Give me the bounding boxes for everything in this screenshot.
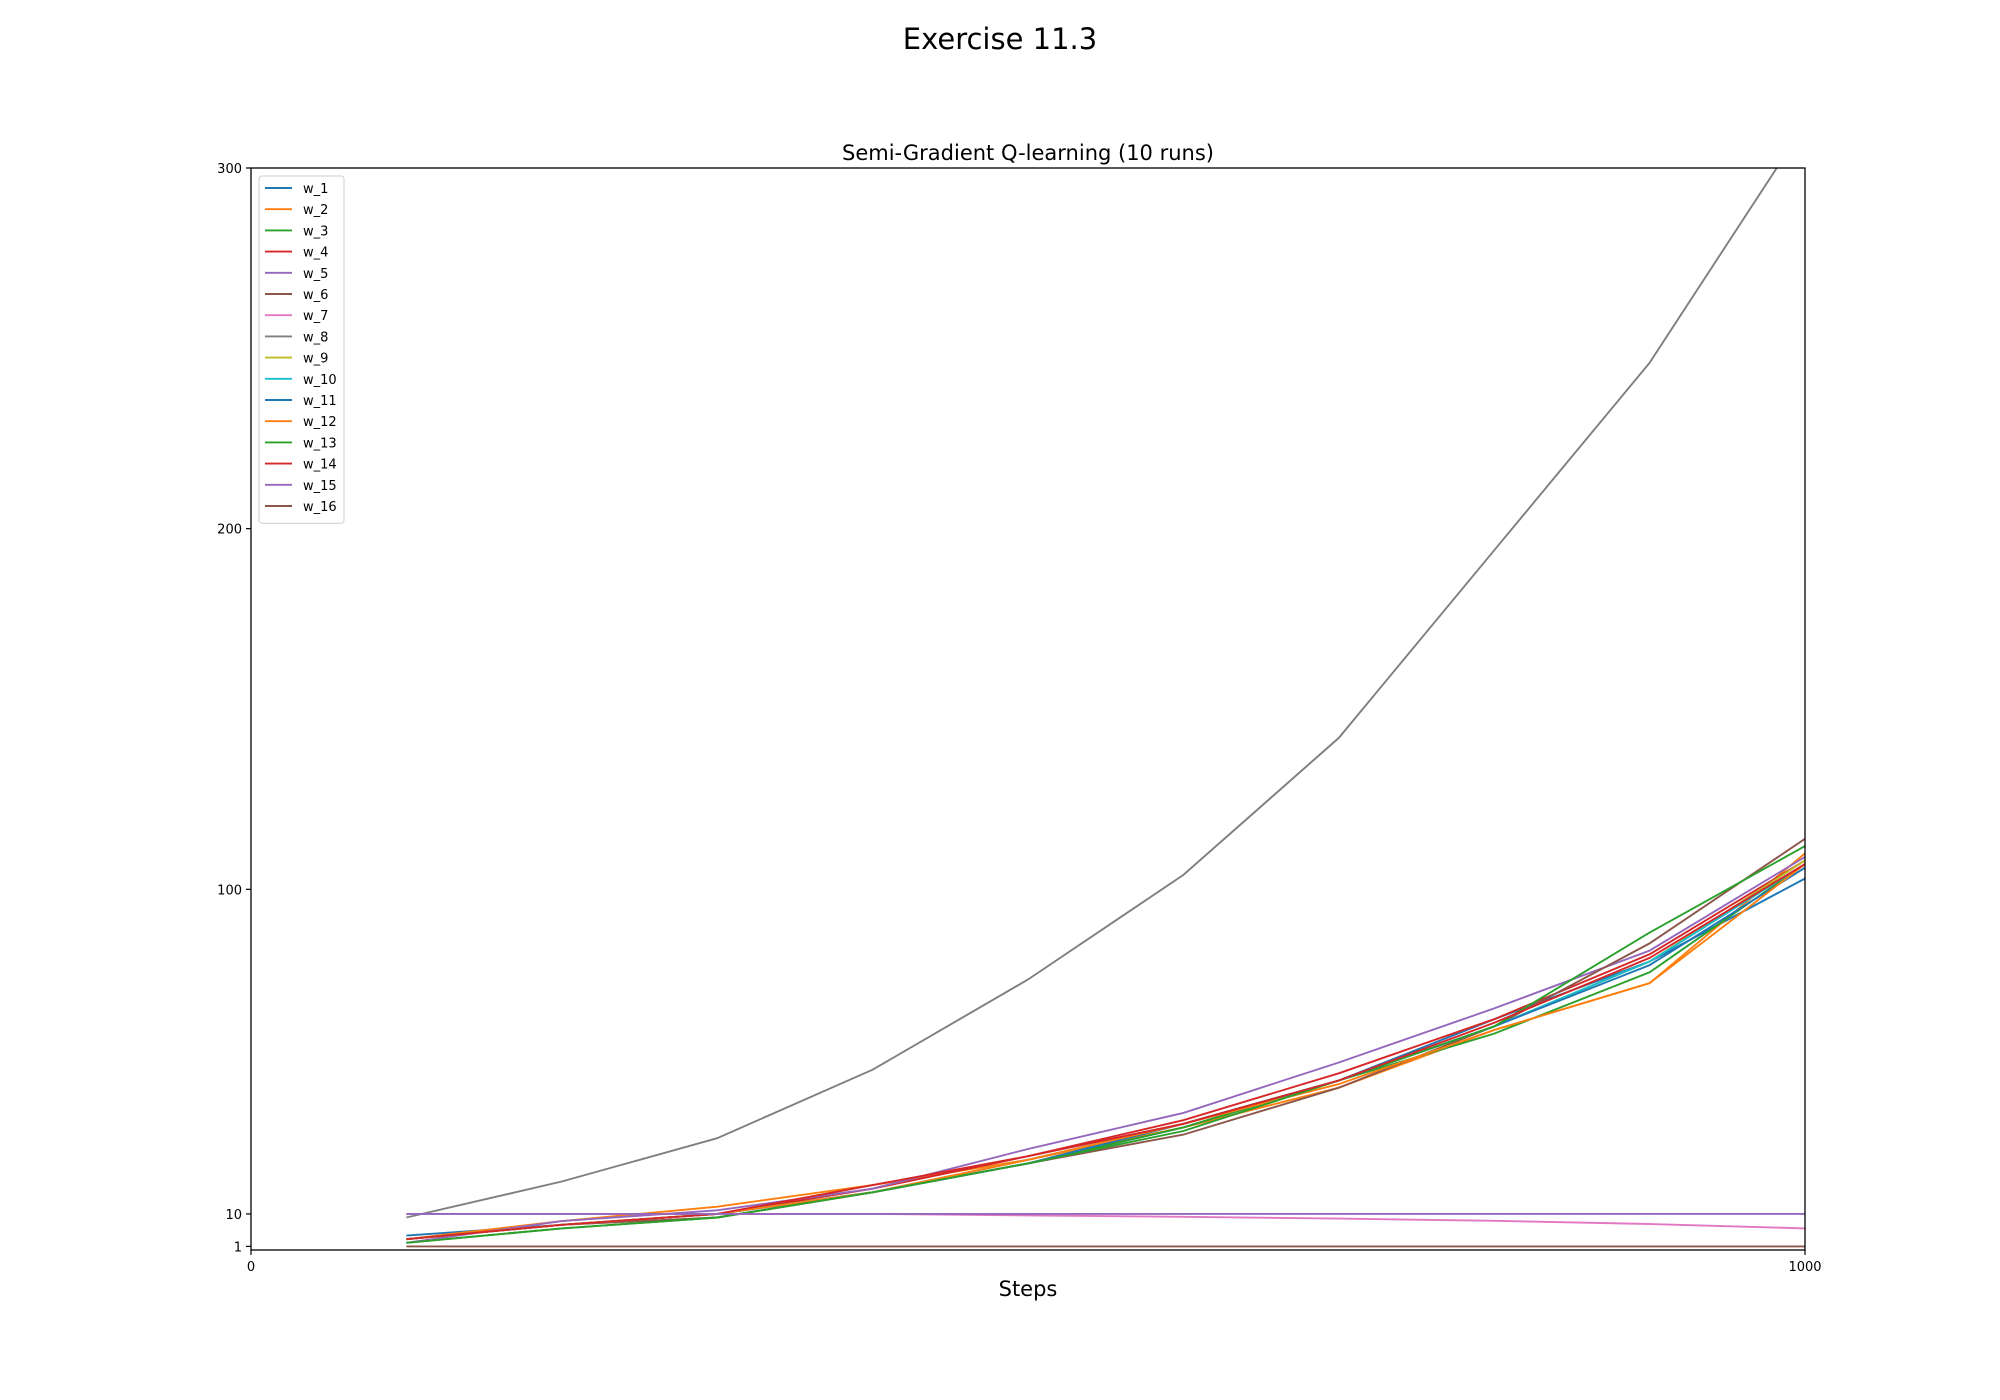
series-line-w-8 bbox=[406, 168, 1778, 1219]
series-line-w-10 bbox=[406, 863, 1805, 1241]
series-lines bbox=[406, 168, 1805, 1248]
series-line-w-6 bbox=[406, 838, 1805, 1241]
y-tick-label: 1 bbox=[234, 1240, 242, 1255]
y-tick-label: 100 bbox=[217, 883, 242, 898]
axes-frame bbox=[250, 167, 1806, 1251]
legend-label: w_12 bbox=[303, 415, 337, 430]
legend-label: w_15 bbox=[303, 479, 337, 494]
legend-label: w_11 bbox=[303, 394, 337, 409]
series-line-w-5 bbox=[406, 856, 1805, 1244]
legend-label: w_4 bbox=[303, 246, 328, 261]
chart-title: Semi-Gradient Q-learning (10 runs) bbox=[842, 141, 1214, 165]
legend-label: w_1 bbox=[303, 182, 328, 197]
legend-label: w_6 bbox=[303, 288, 328, 303]
legend-label: w_8 bbox=[303, 330, 328, 345]
x-tick-label: 0 bbox=[247, 1260, 255, 1275]
series-line-w-2 bbox=[406, 852, 1805, 1241]
series-line-w-3 bbox=[406, 863, 1805, 1244]
series-line-w-1 bbox=[406, 877, 1805, 1237]
axis-ticks: 1 10 100 200 300 0 1000 bbox=[217, 162, 1821, 1275]
legend-label: w_3 bbox=[303, 224, 328, 239]
legend-label: w_7 bbox=[303, 309, 328, 324]
series-line-w-4 bbox=[406, 859, 1805, 1241]
legend-label: w_13 bbox=[303, 436, 337, 451]
series-line-w-12 bbox=[406, 863, 1805, 1241]
series-line-w-13 bbox=[406, 845, 1805, 1244]
legend-label: w_16 bbox=[303, 500, 337, 515]
y-tick-label: 10 bbox=[225, 1208, 242, 1223]
legend-label: w_14 bbox=[303, 458, 337, 473]
series-line-w-11 bbox=[406, 866, 1805, 1241]
legend-label: w_10 bbox=[303, 373, 337, 388]
series-line-w-9 bbox=[406, 859, 1805, 1241]
x-axis-label: Steps bbox=[999, 1277, 1058, 1301]
legend-label: w_2 bbox=[303, 203, 328, 218]
figure-title: Exercise 11.3 bbox=[902, 22, 1098, 56]
legend: w_1 w_2 w_3 w_4 w_5 w_6 w_7 w_8 w_9 w_10 w_11 w_12w… bbox=[258, 175, 345, 524]
legend-box bbox=[258, 175, 345, 524]
y-tick-label: 300 bbox=[217, 162, 242, 177]
legend-label: w_5 bbox=[303, 267, 328, 282]
y-tick-label: 200 bbox=[217, 523, 242, 538]
x-tick-label: 1000 bbox=[1788, 1260, 1821, 1275]
series-line-w-14 bbox=[406, 863, 1805, 1241]
legend-label: w_9 bbox=[303, 352, 328, 367]
